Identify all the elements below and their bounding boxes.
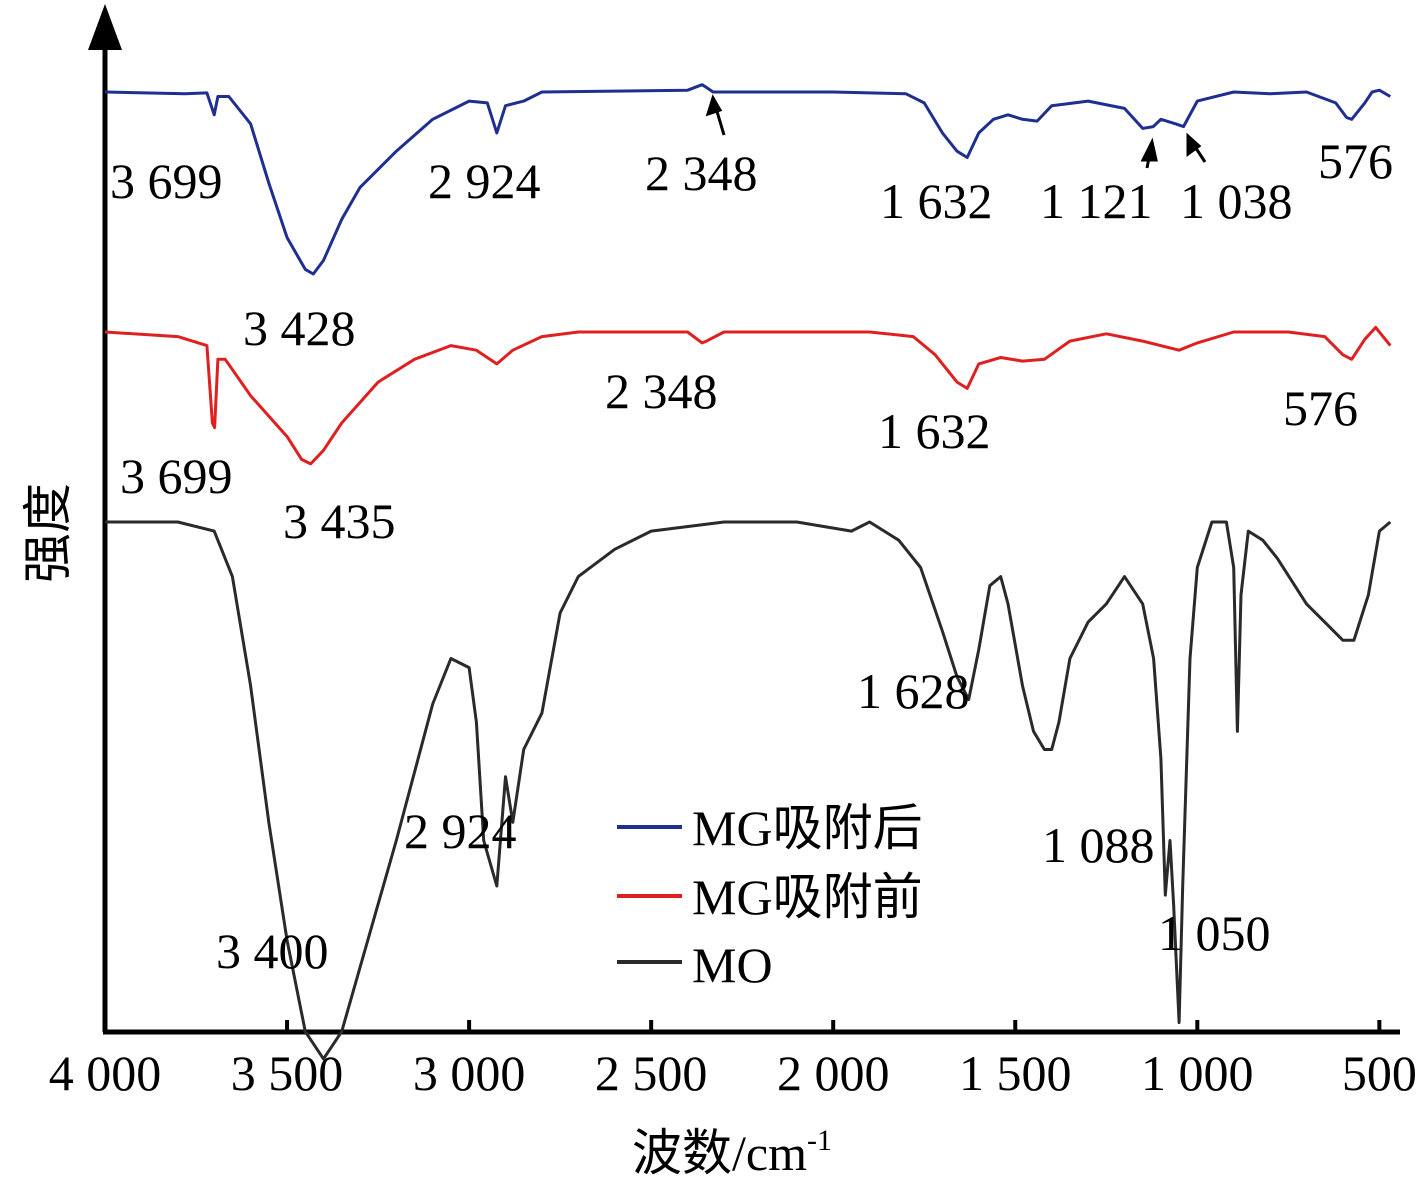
- x-tick-label: 3 500: [231, 1045, 344, 1101]
- peak-label: 1 121: [1040, 173, 1153, 229]
- peak-label: 1 632: [880, 173, 993, 229]
- peak-label: 1 088: [1042, 817, 1155, 873]
- peak-label: 1 632: [878, 403, 991, 459]
- peak-label: 2 348: [645, 145, 758, 201]
- peak-label: 1 628: [857, 663, 970, 719]
- series-layer: [104, 83, 1392, 1061]
- peak-label: 1 038: [1180, 173, 1293, 229]
- peak-label: 576: [1318, 133, 1393, 189]
- peak-label: 2 924: [428, 153, 541, 209]
- x-tick-label: 3 000: [413, 1045, 526, 1101]
- x-tick-label: 500: [1342, 1045, 1417, 1101]
- peak-label: 2 348: [605, 363, 718, 419]
- peak-annotations: 3 699 2 924 2 348 1 632 1 121 1 038 576 …: [110, 133, 1393, 979]
- legend-label-mg-after: MG吸附后: [692, 800, 923, 856]
- x-tick-label: 2 000: [777, 1045, 890, 1101]
- peak-label: 3 435: [283, 493, 396, 549]
- y-axis-arrow: [88, 4, 122, 50]
- x-tick-label: 1 000: [1141, 1045, 1254, 1101]
- series-line-2: [105, 520, 1392, 1061]
- peak-label: 3 699: [110, 153, 223, 209]
- series-line-0: [104, 83, 1392, 276]
- peak-label: 576: [1283, 380, 1358, 436]
- x-axis-title-main: 波数/cm: [632, 1125, 807, 1181]
- peak-label: 2 924: [404, 803, 517, 859]
- y-axis-title: 强度: [20, 483, 76, 583]
- x-tick-label: 1 500: [959, 1045, 1072, 1101]
- arrow-icon: [1186, 132, 1207, 163]
- x-axis-title: 波数/cm-1: [632, 1124, 832, 1181]
- x-ticks: 4 000 3 500 3 000 2 500 2 000 1 500 1 000 500: [49, 1020, 1417, 1101]
- series-line-1: [104, 325, 1392, 466]
- arrow-icon: [705, 94, 726, 136]
- x-axis-title-superscript: -1: [807, 1124, 832, 1157]
- peak-label: 3 428: [243, 300, 356, 356]
- x-tick-label: 2 500: [595, 1045, 708, 1101]
- legend-label-mg-before: MG吸附前: [692, 869, 923, 925]
- peak-label: 3 699: [120, 448, 233, 504]
- x-tick-label: 4 000: [49, 1045, 162, 1101]
- peak-label: 1 050: [1158, 905, 1271, 961]
- peak-label: 3 400: [216, 923, 329, 979]
- legend: MG吸附后 MG吸附前 MO: [617, 800, 923, 993]
- axes: [88, 4, 1400, 1035]
- arrow-icon: [1140, 137, 1158, 169]
- peak-arrows: [705, 94, 1207, 169]
- legend-label-mo: MO: [692, 937, 773, 993]
